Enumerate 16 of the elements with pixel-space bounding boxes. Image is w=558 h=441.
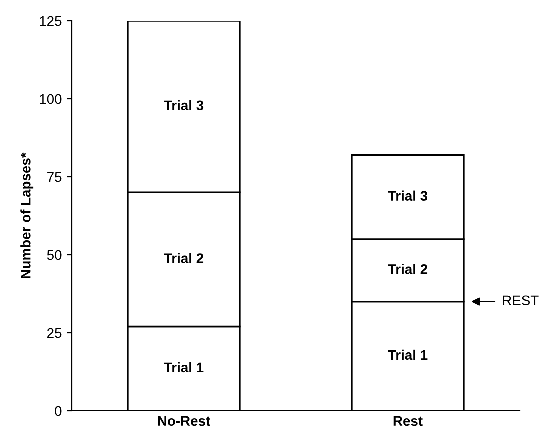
x-tick-label: No-Rest xyxy=(158,416,210,426)
y-tick-label: 50 xyxy=(47,250,62,260)
y-tick-label: 75 xyxy=(48,172,62,182)
y-tick-label: 125 xyxy=(40,16,62,26)
series-label: Trial 1 xyxy=(164,362,204,373)
text: Trial 2 xyxy=(164,253,204,264)
x-tick-label: Rest xyxy=(394,416,423,426)
series-label: Trial 3 xyxy=(388,190,428,202)
y-tick-label: 0 xyxy=(55,406,62,416)
series-label: Trial 2 xyxy=(388,264,428,274)
text: Trial 1 xyxy=(388,350,428,360)
y-tick-label: 100 xyxy=(40,94,62,104)
y-axis-title: Number of Lapses* xyxy=(20,152,34,278)
y-tick-label: 25 xyxy=(48,328,62,338)
annotation: REST xyxy=(503,296,539,306)
text: Trial 3 xyxy=(164,100,204,111)
